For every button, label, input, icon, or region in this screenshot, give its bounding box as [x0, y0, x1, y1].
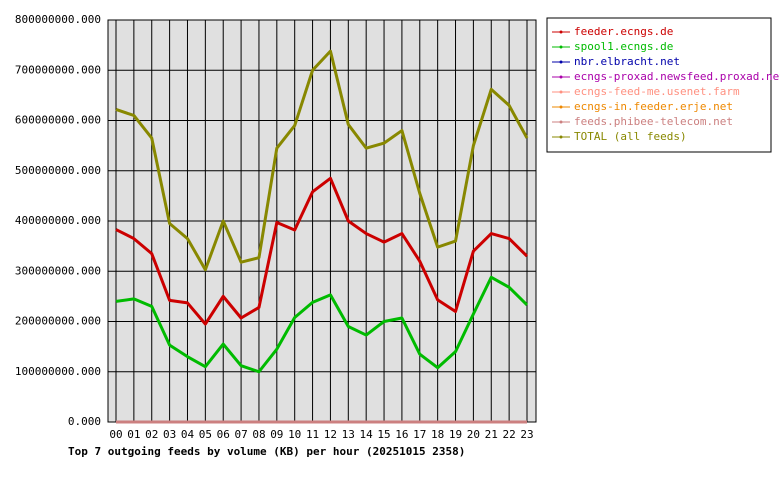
y-tick-label: 500000000.000	[15, 164, 101, 177]
x-tick-label: 12	[324, 428, 337, 441]
legend-marker	[559, 105, 563, 109]
x-tick-label: 23	[520, 428, 533, 441]
series-line	[115, 275, 529, 374]
x-tick-label: 10	[288, 428, 301, 441]
x-tick-label: 05	[199, 428, 212, 441]
x-tick-label: 03	[163, 428, 176, 441]
x-tick-label: 19	[449, 428, 462, 441]
x-tick-label: 20	[467, 428, 480, 441]
x-tick-label: 04	[181, 428, 195, 441]
y-tick-label: 600000000.000	[15, 114, 101, 127]
x-tick-label: 18	[431, 428, 444, 441]
x-tick-label: 02	[145, 428, 158, 441]
x-tick-label: 17	[413, 428, 426, 441]
x-tick-label: 11	[306, 428, 319, 441]
x-tick-label: 06	[217, 428, 230, 441]
y-tick-label: 700000000.000	[15, 63, 101, 76]
legend-marker	[559, 60, 563, 64]
y-tick-label: 100000000.000	[15, 365, 101, 378]
x-tick-label: 09	[270, 428, 283, 441]
y-tick-label: 200000000.000	[15, 315, 101, 328]
legend-label: nbr.elbracht.net	[574, 55, 680, 68]
x-tick-label: 13	[342, 428, 355, 441]
x-tick-label: 01	[127, 428, 140, 441]
legend-marker	[559, 135, 563, 139]
legend-label: ecngs-in.feeder.erje.net	[574, 100, 733, 113]
x-tick-label: 00	[109, 428, 122, 441]
y-tick-label: 0.000	[68, 415, 101, 428]
x-tick-label: 07	[234, 428, 247, 441]
legend-marker	[559, 45, 563, 49]
y-tick-label: 300000000.000	[15, 264, 101, 277]
x-tick-label: 15	[377, 428, 390, 441]
series-line	[115, 49, 529, 272]
legend-marker	[559, 120, 563, 124]
legend-box	[546, 17, 772, 153]
legend-label: ecngs-proxad.newsfeed.proxad.net	[574, 70, 780, 83]
y-tick-label: 400000000.000	[15, 214, 101, 227]
legend-label: feeds.phibee-telecom.net	[574, 115, 733, 128]
series-line	[115, 176, 529, 326]
x-tick-label: 08	[252, 428, 265, 441]
x-tick-label: 22	[503, 428, 516, 441]
chart-title: Top 7 outgoing feeds by volume (KB) per …	[68, 445, 465, 458]
legend-marker	[559, 30, 563, 34]
legend-label: spool1.ecngs.de	[574, 40, 673, 53]
y-tick-label: 800000000.000	[15, 13, 101, 26]
x-tick-label: 14	[360, 428, 374, 441]
legend-marker	[559, 90, 563, 94]
x-tick-label: 16	[395, 428, 408, 441]
legend-label: TOTAL (all feeds)	[574, 130, 687, 143]
legend-label: feeder.ecngs.de	[574, 25, 673, 38]
legend-marker	[559, 75, 563, 79]
legend-label: ecngs-feed-me.usenet.farm	[574, 85, 740, 98]
x-tick-label: 21	[485, 428, 498, 441]
